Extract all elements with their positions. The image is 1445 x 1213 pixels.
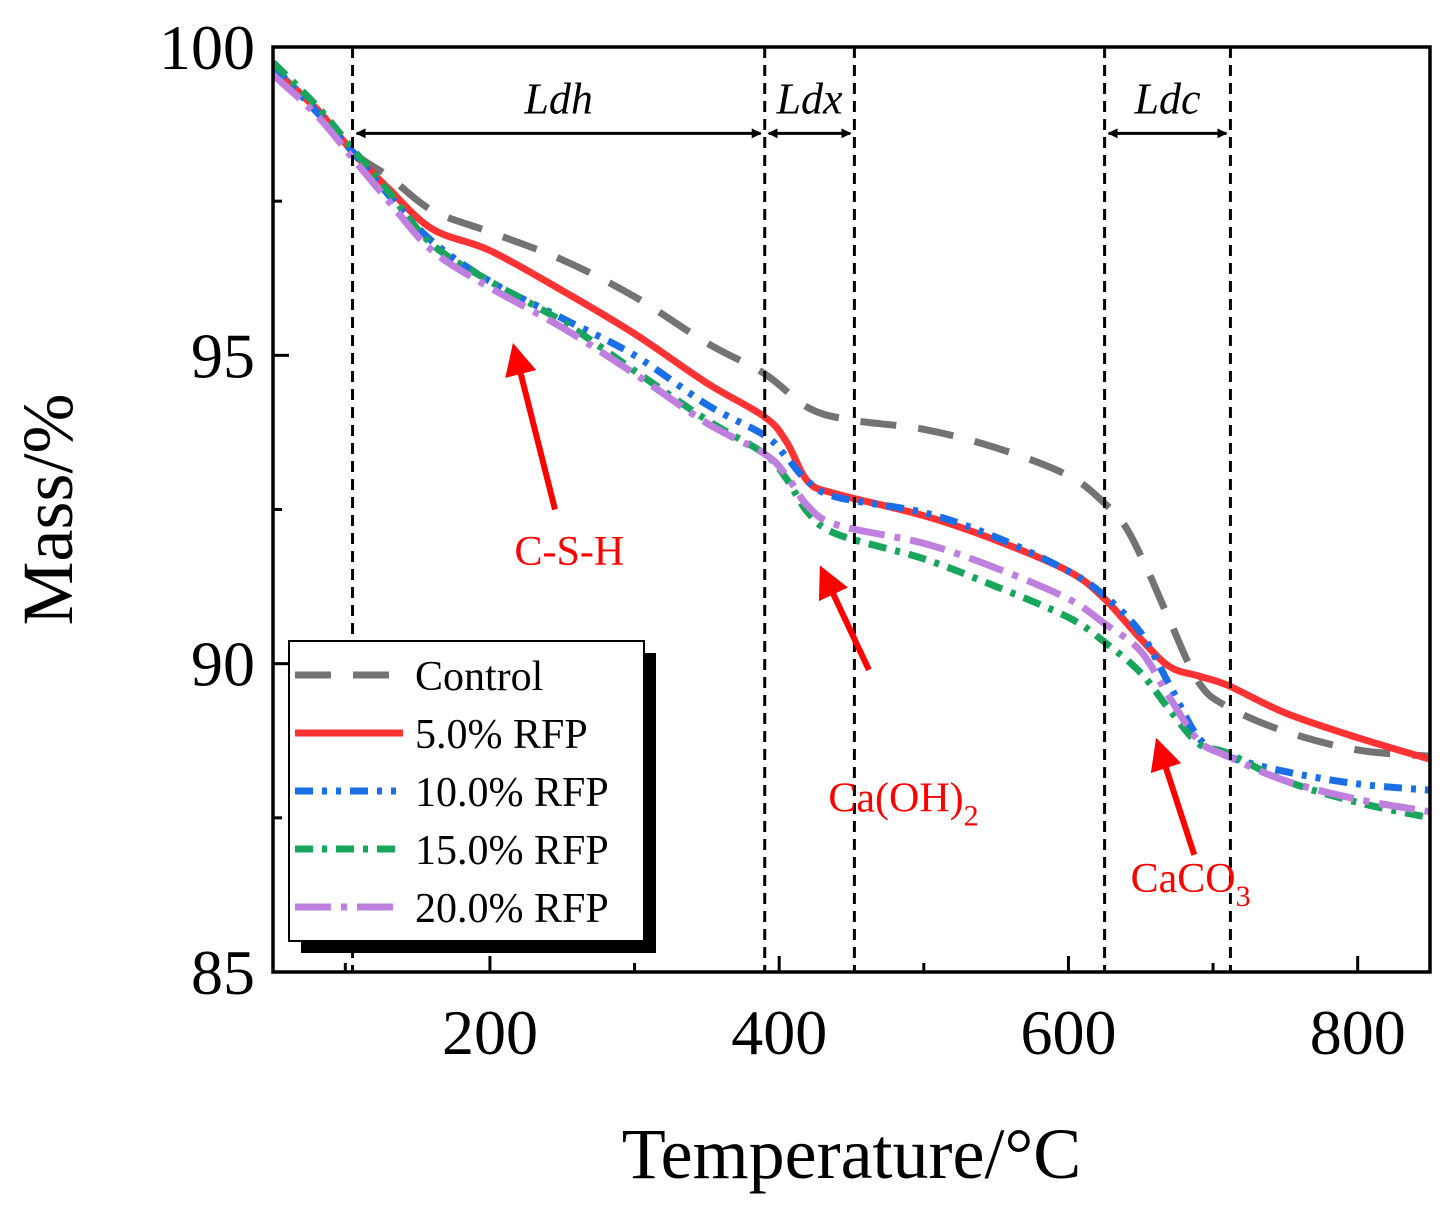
axes: 200 400 600 800 85 90 95 100 — [159, 12, 1432, 1068]
legend-box — [288, 640, 645, 942]
region-label-ldh: Ldh — [523, 74, 592, 123]
region-label-ldx: Ldx — [776, 74, 843, 123]
legend: Control 5.0% RFP 10.0% RFP 15.0% RFP 20.0% R… — [288, 640, 656, 953]
annotation-text: C-S-H — [515, 529, 625, 575]
annotation-label-c-s-h: C-S-H — [515, 529, 625, 575]
y-tick-label: 100 — [159, 12, 255, 83]
annotation-label-caco: CaCO3 — [1131, 856, 1251, 913]
region-label-ldc: Ldc — [1134, 74, 1201, 123]
annotation-arrow-c-s-h — [505, 342, 558, 511]
annotation-text: Ca(OH) — [828, 776, 963, 822]
annotation-label-ca-oh: Ca(OH)2 — [828, 776, 978, 833]
series-line-5-0-rfp — [273, 69, 1430, 763]
annotation-arrow-caco — [1150, 737, 1198, 856]
annotations: C-S-H Ca(OH)2 CaCO3 — [505, 342, 1251, 913]
series-line-15-0-rfp — [273, 59, 1430, 822]
series-line-20-0-rfp — [273, 72, 1430, 816]
y-axis-title: Mass/% — [8, 394, 88, 626]
x-axis-title: Temperature/°C — [622, 1114, 1082, 1194]
legend-label-10-0-rfp: 10.0% RFP — [415, 770, 609, 816]
series-group — [273, 59, 1430, 822]
annotation-subscript: 3 — [1236, 880, 1251, 913]
y-tick-label: 90 — [191, 629, 255, 700]
annotation-arrow-ca-oh — [818, 565, 872, 672]
legend-label-15-0-rfp: 15.0% RFP — [415, 828, 609, 874]
series-line-control — [273, 66, 1430, 760]
legend-label-control: Control — [415, 654, 543, 700]
annotation-subscript: 2 — [964, 800, 979, 833]
region-boundaries — [351, 47, 1232, 972]
y-tick-label: 95 — [191, 320, 255, 391]
region-labels: Ldh Ldx Ldc — [355, 74, 1228, 139]
x-tick-label: 400 — [731, 997, 827, 1068]
x-tick-label: 600 — [1020, 997, 1116, 1068]
x-tick-label: 800 — [1310, 997, 1406, 1068]
legend-label-5-0-rfp: 5.0% RFP — [415, 712, 588, 758]
legend-label-20-0-rfp: 20.0% RFP — [415, 886, 609, 932]
x-tick-label: 200 — [442, 997, 538, 1068]
series-line-10-0-rfp — [273, 63, 1430, 794]
y-tick-label: 85 — [191, 937, 255, 1008]
annotation-text: CaCO — [1131, 856, 1236, 902]
